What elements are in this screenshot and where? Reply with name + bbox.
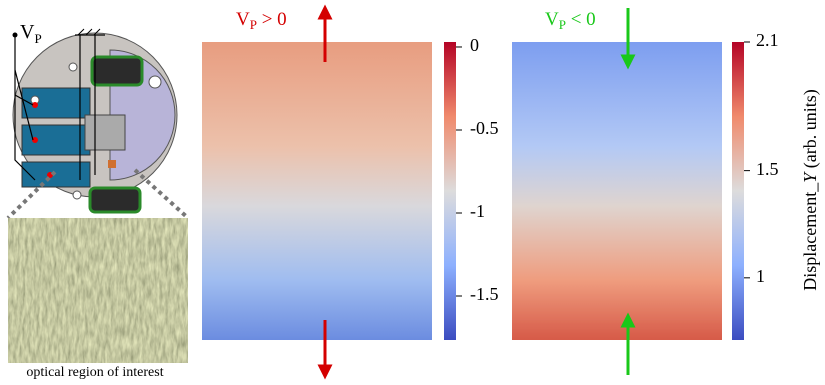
voltage-label: VP (20, 21, 42, 46)
tick-label: -1.5 (470, 284, 499, 304)
tick-label: 2.1 (756, 30, 779, 50)
tick-label: -0.5 (470, 118, 499, 138)
tick-label: 1 (756, 266, 765, 286)
colorbar (444, 42, 456, 340)
schematic: VP optical region of interest (6, 21, 190, 380)
axis-label: Displacement_Y (arb. units) (800, 89, 821, 290)
micrograph (8, 218, 188, 363)
heatmap (512, 42, 722, 340)
caption: optical region of interest (26, 365, 163, 380)
heatmap (202, 42, 432, 340)
tick-label: 1.5 (756, 159, 779, 179)
colorbar (732, 42, 744, 340)
panel-label: VP > 0 (236, 9, 287, 32)
tick-label: 0 (470, 35, 479, 55)
panel-label: VP < 0 (545, 9, 596, 32)
tick-label: -1 (470, 201, 485, 221)
